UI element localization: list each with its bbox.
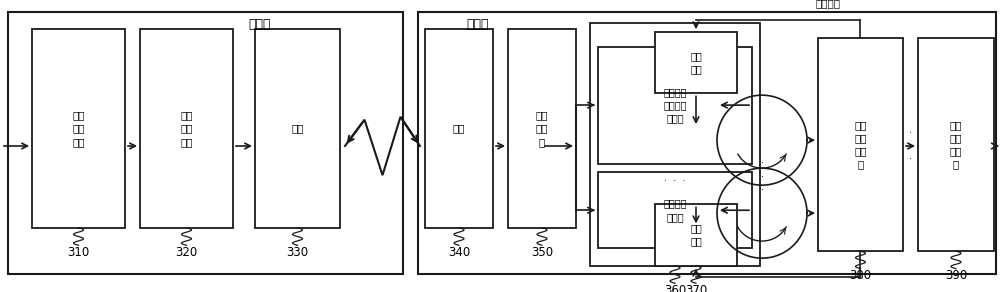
Text: 低温环境
微波量子
探测器: 低温环境 微波量子 探测器 <box>663 87 687 123</box>
Text: 调节延迟: 调节延迟 <box>816 290 841 292</box>
Bar <box>508 29 576 228</box>
Text: 接收端: 接收端 <box>467 18 489 31</box>
Bar <box>598 47 752 164</box>
Text: 微波量子
探测器: 微波量子 探测器 <box>663 199 687 222</box>
Bar <box>598 172 752 248</box>
Text: 采样
时钟: 采样 时钟 <box>690 223 702 247</box>
Text: 发送
数据
模块: 发送 数据 模块 <box>72 110 85 147</box>
Text: 350: 350 <box>531 246 553 259</box>
Bar <box>818 38 903 251</box>
Text: 390: 390 <box>945 270 967 282</box>
Text: 信息
检测
判决
器: 信息 检测 判决 器 <box>950 120 962 169</box>
Bar <box>418 12 996 274</box>
Text: ·
·
·: · · · <box>909 128 912 164</box>
Bar <box>8 12 403 274</box>
Bar <box>918 38 994 251</box>
Text: 调节延迟: 调节延迟 <box>816 0 841 8</box>
Bar <box>590 23 760 266</box>
Bar <box>655 204 737 266</box>
Bar <box>140 29 233 228</box>
Text: 组合
向量
计数
器: 组合 向量 计数 器 <box>854 120 867 169</box>
Text: 370: 370 <box>685 284 707 292</box>
Text: 天线: 天线 <box>453 124 465 133</box>
Text: 天线: 天线 <box>291 124 304 133</box>
Bar <box>425 29 493 228</box>
Bar <box>32 29 125 228</box>
Text: 采样
时钟: 采样 时钟 <box>690 51 702 74</box>
Text: 310: 310 <box>67 246 90 259</box>
Text: ·  ·  ·: · · · <box>664 176 686 186</box>
Bar <box>655 32 737 93</box>
Text: 330: 330 <box>286 246 309 259</box>
Text: ·
·
·: · · · <box>761 159 764 195</box>
Text: 340: 340 <box>448 246 470 259</box>
Text: 380: 380 <box>849 270 872 282</box>
Text: 320: 320 <box>175 246 198 259</box>
Text: 通断
键控
调制: 通断 键控 调制 <box>180 110 193 147</box>
Text: 360: 360 <box>664 284 686 292</box>
Text: 发送端: 发送端 <box>249 18 271 31</box>
Bar <box>255 29 340 228</box>
Text: 功率
分配
器: 功率 分配 器 <box>536 110 548 147</box>
